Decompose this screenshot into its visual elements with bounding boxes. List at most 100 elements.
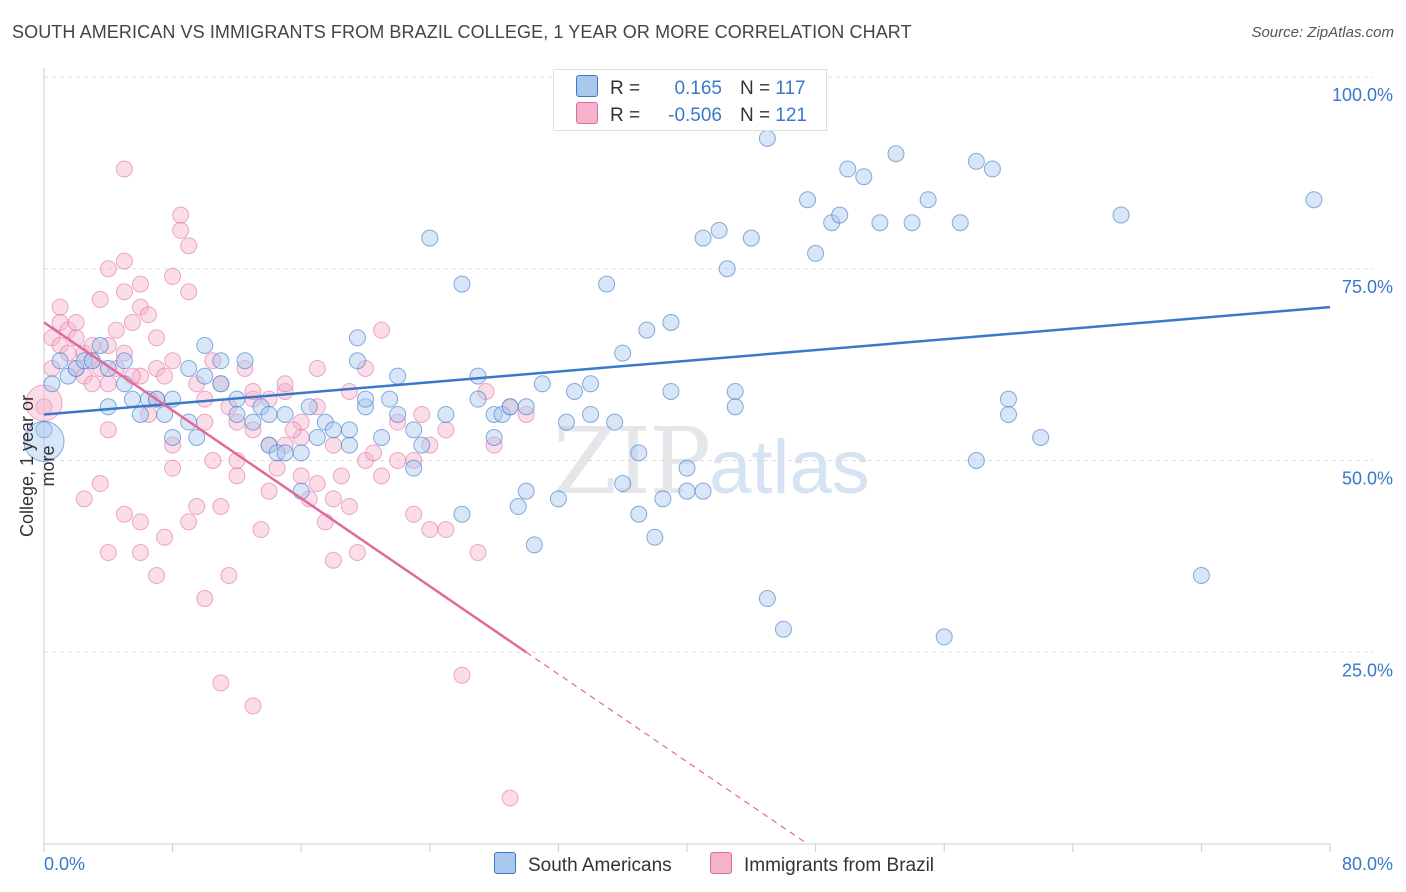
data-point-immigrants-from-brazil — [35, 398, 53, 416]
data-point-immigrants-from-brazil — [172, 221, 190, 239]
data-point-south-americans — [115, 352, 133, 370]
data-point-immigrants-from-brazil — [51, 298, 69, 316]
data-point-south-americans — [180, 359, 198, 377]
data-point-south-americans — [831, 206, 849, 224]
data-point-south-americans — [557, 413, 575, 431]
series-south-americans — [23, 129, 1323, 646]
axes — [43, 68, 1331, 852]
n-label: N = — [740, 78, 771, 99]
data-point-south-americans — [903, 214, 921, 232]
data-point-south-americans — [565, 382, 583, 400]
data-point-south-americans — [131, 405, 149, 423]
data-point-immigrants-from-brazil — [437, 421, 455, 439]
data-point-immigrants-from-brazil — [292, 467, 310, 485]
data-point-immigrants-from-brazil — [115, 160, 133, 178]
blue-swatch-icon — [494, 852, 516, 874]
data-point-immigrants-from-brazil — [421, 521, 439, 539]
data-point-south-americans — [196, 367, 214, 385]
data-point-immigrants-from-brazil — [324, 490, 342, 508]
data-point-immigrants-from-brazil — [148, 329, 166, 347]
data-point-south-americans — [967, 152, 985, 170]
data-point-south-americans — [348, 329, 366, 347]
data-point-immigrants-from-brazil — [260, 482, 278, 500]
data-point-south-americans — [509, 498, 527, 516]
data-point-immigrants-from-brazil — [131, 544, 149, 562]
data-point-south-americans — [662, 382, 680, 400]
data-point-immigrants-from-brazil — [365, 444, 383, 462]
data-point-south-americans — [694, 482, 712, 500]
data-point-immigrants-from-brazil — [340, 382, 358, 400]
data-point-south-americans — [662, 313, 680, 331]
data-point-south-americans — [340, 436, 358, 454]
x-tick-label: 80.0% — [1342, 854, 1393, 874]
trend-line-south-americans — [43, 305, 1331, 416]
data-point-immigrants-from-brazil — [332, 467, 350, 485]
data-point-south-americans — [381, 390, 399, 408]
data-point-south-americans — [758, 590, 776, 608]
data-point-immigrants-from-brazil — [67, 313, 85, 331]
data-point-south-americans — [292, 482, 310, 500]
data-point-immigrants-from-brazil — [324, 436, 342, 454]
data-point-south-americans — [164, 428, 182, 446]
data-point-south-americans — [1112, 206, 1130, 224]
data-point-south-americans — [1192, 567, 1210, 585]
data-point-immigrants-from-brazil — [324, 551, 342, 569]
blue-swatch-icon — [576, 75, 598, 97]
data-point-south-americans — [919, 191, 937, 209]
data-point-immigrants-from-brazil — [212, 498, 230, 516]
data-point-south-americans — [413, 436, 431, 454]
data-point-immigrants-from-brazil — [131, 275, 149, 293]
legend-label: South Americans — [528, 855, 672, 876]
data-point-south-americans — [276, 444, 294, 462]
data-point-south-americans — [630, 505, 648, 523]
n-value: 121 — [775, 105, 807, 126]
data-point-south-americans — [606, 413, 624, 431]
data-point-south-americans — [453, 275, 471, 293]
data-point-south-americans — [23, 420, 65, 462]
chart-title: SOUTH AMERICAN VS IMMIGRANTS FROM BRAZIL… — [12, 22, 912, 42]
trend-line-extension-immigrants-from-brazil — [525, 651, 808, 845]
data-point-immigrants-from-brazil — [180, 513, 198, 531]
data-point-south-americans — [533, 375, 551, 393]
data-point-immigrants-from-brazil — [99, 260, 117, 278]
correlation-legend: R = 0.165 N = 117 R = -0.506 N = 121 — [553, 69, 827, 131]
data-point-immigrants-from-brazil — [348, 544, 366, 562]
data-point-immigrants-from-brazil — [131, 513, 149, 531]
data-point-immigrants-from-brazil — [308, 359, 326, 377]
data-point-south-americans — [742, 229, 760, 247]
data-point-immigrants-from-brazil — [75, 490, 93, 508]
data-point-south-americans — [678, 459, 696, 477]
data-point-immigrants-from-brazil — [83, 375, 101, 393]
data-point-south-americans — [718, 260, 736, 278]
source-label: Source: ZipAtlas.com — [1251, 24, 1394, 41]
data-point-immigrants-from-brazil — [115, 252, 133, 270]
data-point-south-americans — [967, 452, 985, 469]
r-value: -0.506 — [668, 105, 722, 126]
data-point-immigrants-from-brazil — [99, 421, 117, 439]
data-point-south-americans — [638, 321, 656, 339]
data-point-south-americans — [453, 505, 471, 523]
data-point-immigrants-from-brazil — [115, 505, 133, 523]
data-point-south-americans — [308, 428, 326, 446]
data-point-immigrants-from-brazil — [453, 666, 471, 684]
data-point-south-americans — [196, 336, 214, 354]
data-point-south-americans — [437, 405, 455, 423]
data-point-south-americans — [799, 191, 817, 209]
data-point-immigrants-from-brazil — [188, 498, 206, 516]
y-axis-label: College, 1 year or more — [17, 394, 58, 538]
data-point-immigrants-from-brazil — [180, 237, 198, 255]
data-point-immigrants-from-brazil — [284, 421, 302, 439]
trend-lines — [43, 305, 1331, 845]
data-point-immigrants-from-brazil — [164, 352, 182, 370]
data-point-south-americans — [469, 367, 487, 385]
data-point-south-americans — [405, 459, 423, 477]
data-point-south-americans — [935, 628, 953, 646]
y-tick-label: 75.0% — [1342, 277, 1393, 297]
x-tick-label: 0.0% — [44, 854, 85, 874]
r-label: R = — [610, 105, 641, 126]
watermark-atlas: atlas — [709, 425, 870, 510]
data-point-immigrants-from-brazil — [123, 313, 141, 331]
data-point-immigrants-from-brazil — [107, 321, 125, 339]
data-point-south-americans — [614, 344, 632, 362]
